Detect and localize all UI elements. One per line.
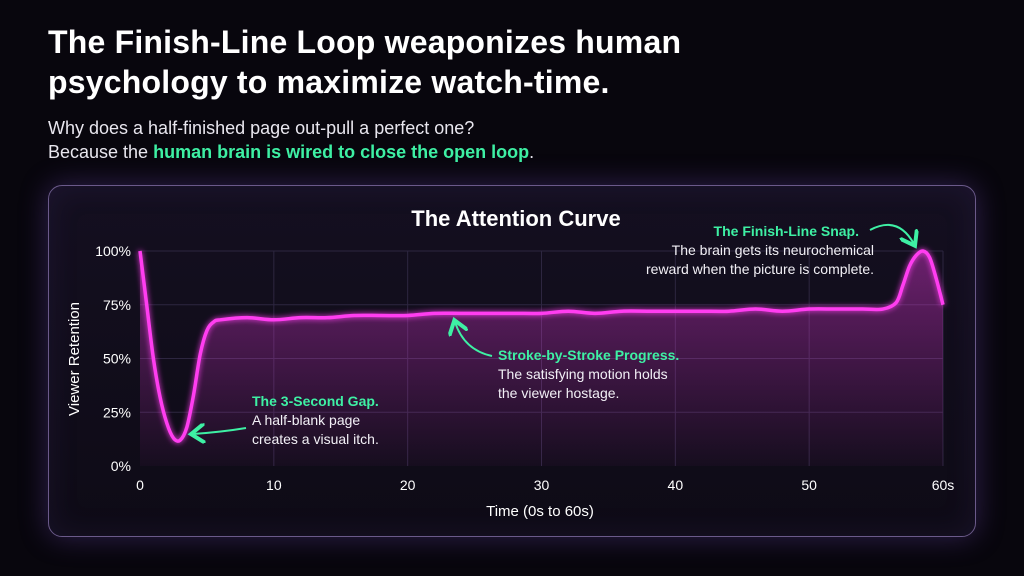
annotation-arrow — [455, 322, 493, 357]
annotation-text: The satisfying motion holds — [498, 366, 668, 382]
annotation-title: Stroke-by-Stroke Progress. — [498, 347, 679, 363]
x-axis-title: Time (0s to 60s) — [486, 503, 594, 520]
annotation-text: A half-blank page — [252, 412, 360, 428]
annotation: The Finish-Line Snap. The brain gets its … — [646, 223, 914, 277]
annotations: The 3-Second Gap. A half-blank page create… — [193, 223, 914, 447]
x-tick-label: 50 — [801, 477, 817, 493]
annotation-text: creates a visual itch. — [252, 431, 379, 447]
subtitle-suffix: . — [529, 142, 535, 162]
x-tick-label: 0 — [136, 477, 144, 493]
x-tick-label: 40 — [668, 477, 684, 493]
y-axis-title: Viewer Retention — [66, 302, 83, 416]
y-tick-label: 50% — [103, 351, 131, 367]
y-tick-label: 100% — [95, 243, 131, 259]
x-tick-label: 60s — [932, 477, 955, 493]
retention-area — [140, 250, 943, 466]
annotation-text: the viewer hostage. — [498, 385, 619, 401]
annotation-text: The brain gets its neurochemical — [672, 242, 874, 258]
y-tick-label: 75% — [103, 297, 131, 313]
annotation-text: reward when the picture is complete. — [646, 261, 874, 277]
annotation: The 3-Second Gap. A half-blank page create… — [193, 393, 379, 447]
annotation-arrow — [193, 428, 247, 434]
subtitle-line-2: Because the human brain is wired to clos… — [48, 142, 534, 163]
retention-line — [138, 249, 945, 443]
subtitle-line-1: Why does a half-finished page out-pull a… — [48, 118, 475, 138]
annotation: Stroke-by-Stroke Progress. The satisfying… — [455, 322, 679, 401]
x-tick-label: 30 — [534, 477, 550, 493]
page-title: The Finish-Line Loop weaponizes human ps… — [48, 24, 682, 100]
annotation-arrow — [869, 223, 914, 244]
x-tick-label: 10 — [266, 477, 282, 493]
x-tick-label: 20 — [400, 477, 416, 493]
annotation-title: The Finish-Line Snap. — [714, 223, 859, 239]
tick-labels: 0 10 20 30 40 50 60s 0% 25% 50% 75% 100% — [95, 243, 954, 493]
subtitle-highlight: human brain is wired to close the open l… — [153, 142, 530, 162]
y-tick-label: 25% — [103, 404, 131, 420]
chart-axes — [138, 251, 943, 468]
y-tick-label: 0% — [111, 458, 131, 474]
subtitle-prefix: Because the — [48, 142, 154, 162]
chart-title: The Attention Curve — [411, 206, 620, 231]
annotation-title: The 3-Second Gap. — [252, 393, 379, 409]
